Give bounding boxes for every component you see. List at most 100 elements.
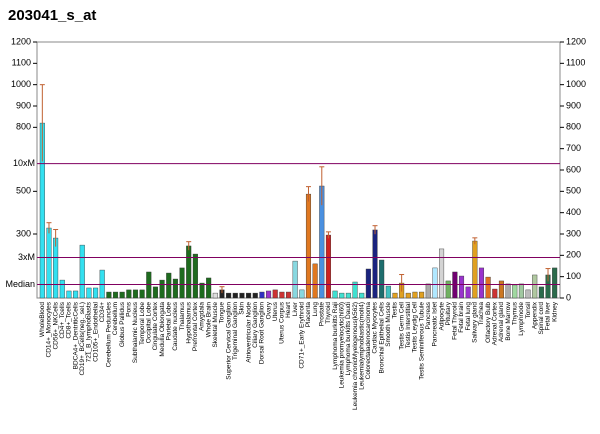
x-tick-label: Leukemia promyelocytic(hl60) — [338, 302, 345, 388]
x-tick-label: Colorectaladenocarcinoma — [365, 302, 372, 380]
bar — [552, 267, 558, 299]
x-tick-label: Trigeminal Ganglion — [232, 302, 239, 360]
bar — [279, 291, 285, 299]
bar — [139, 289, 145, 299]
bar — [252, 292, 258, 299]
bar — [392, 292, 398, 299]
x-tick-label: Testis Leydig Cell — [412, 301, 419, 352]
y-tick-label: 500 — [16, 186, 31, 196]
bar — [365, 268, 371, 299]
x-tick-label: CD71+_Early Erythroid — [299, 302, 306, 369]
x-tick-label: Testis Interstitial — [405, 301, 412, 348]
y-tick-label: 1000 — [11, 79, 31, 89]
x-tick-label: Liver — [292, 301, 299, 316]
x-tick-label: Pancreas — [425, 301, 432, 329]
x-tick-label: Pituitary — [445, 301, 452, 325]
x-tick-label: 721_B_lymphoblasts — [86, 301, 93, 362]
bar — [152, 286, 158, 299]
bar — [53, 237, 59, 299]
y2-tick-label: 600 — [566, 164, 581, 174]
x-tick-label: Cardiac Myocytes — [372, 301, 379, 353]
x-tick-label: Trachea — [478, 302, 485, 326]
bar — [172, 278, 178, 299]
x-tick-label: CD4+_Tcells — [59, 301, 66, 338]
x-tick-label: Lymphoma burkitts Daudi — [345, 302, 352, 375]
bar — [159, 279, 165, 299]
x-tick-label: Whole Brain — [205, 302, 212, 338]
bar — [512, 284, 518, 299]
plot-frame — [36, 41, 561, 299]
bar — [352, 281, 358, 299]
bar — [372, 229, 378, 299]
bar — [272, 289, 278, 299]
x-tick-label: Skeletal Muscle — [212, 302, 219, 348]
y2-tick-label: 400 — [566, 207, 581, 217]
bar — [439, 248, 445, 299]
x-tick-label: Fetal lung — [465, 302, 472, 331]
bar — [478, 267, 485, 299]
x-tick-label: CD19+_BCells(neg._sel.) — [79, 302, 86, 376]
y2-tick-label: 0 — [566, 292, 571, 302]
bar — [59, 279, 65, 299]
bar — [385, 285, 391, 299]
x-tick-label: Globus Pallidus — [119, 301, 126, 347]
x-tick-label: Fetal Thyroid — [452, 302, 459, 340]
bar — [119, 291, 125, 299]
y2-tick-label: 200 — [566, 250, 581, 260]
bar — [312, 263, 318, 299]
bar — [166, 272, 172, 299]
bar — [106, 291, 112, 299]
bar — [186, 245, 192, 299]
bar — [206, 277, 212, 299]
x-tick-label: Adrenal Cortex — [492, 301, 499, 345]
x-tick-label: Tongue — [219, 302, 226, 324]
x-tick-label: Bone Marrow — [505, 302, 512, 341]
x-tick-label: Pons — [126, 301, 133, 317]
bar — [345, 292, 351, 299]
y2-tick-label: 1100 — [566, 58, 585, 68]
x-tick-label: Subthalamic Nucleus — [132, 301, 139, 363]
x-tick-label: Salivary gland — [472, 302, 479, 343]
bar — [472, 240, 478, 299]
x-tick-label: Cingulate Cortex — [152, 301, 159, 350]
bar — [498, 280, 504, 299]
bar — [538, 286, 544, 299]
bar — [518, 283, 524, 299]
bar — [192, 253, 198, 299]
x-tick-label: Uterus — [272, 301, 279, 321]
bar — [179, 267, 185, 299]
bar — [66, 290, 72, 299]
x-tick-label: CD105+_Endothelial — [92, 301, 99, 361]
x-tick-label: Occipital Lobe — [146, 302, 153, 344]
reference-label: 10xM — [13, 158, 35, 168]
y2-tick-label: 900 — [566, 100, 581, 110]
bar — [99, 269, 105, 299]
x-tick-label: Testis Germ Cell — [398, 301, 405, 349]
x-tick-label: CD56+_NKCells — [52, 301, 59, 349]
bar — [199, 282, 205, 299]
bar — [132, 289, 139, 299]
bar — [419, 291, 425, 299]
x-tick-label: Thymus — [511, 301, 518, 325]
bar — [412, 291, 418, 299]
x-tick-label: CD8+_Tcells — [66, 301, 73, 338]
y-tick-label: 900 — [16, 100, 31, 110]
x-tick-label: Thalamus — [179, 301, 186, 330]
y-tick-label: 800 — [16, 122, 31, 132]
bar — [458, 275, 465, 299]
bar — [305, 193, 312, 299]
y2-tick-label: 1000 — [566, 79, 586, 89]
bar — [226, 292, 232, 299]
x-tick-label: Olfactory Bulb — [485, 302, 492, 343]
x-tick-label: Temporal Lobe — [139, 302, 146, 345]
x-tick-label: Amygdala — [199, 302, 206, 331]
reference-label: 3xM — [18, 252, 35, 262]
x-tick-label: Fetal brain — [458, 302, 465, 333]
x-tick-label: Testis Seminiferous Tubule — [418, 302, 425, 380]
y2-tick-label: 100 — [566, 271, 581, 281]
x-tick-label: Adipocyte — [438, 302, 445, 331]
bar — [492, 288, 498, 299]
bar — [339, 292, 345, 299]
x-tick-label: Leukemialymphoblastic(molt4) — [358, 302, 365, 390]
